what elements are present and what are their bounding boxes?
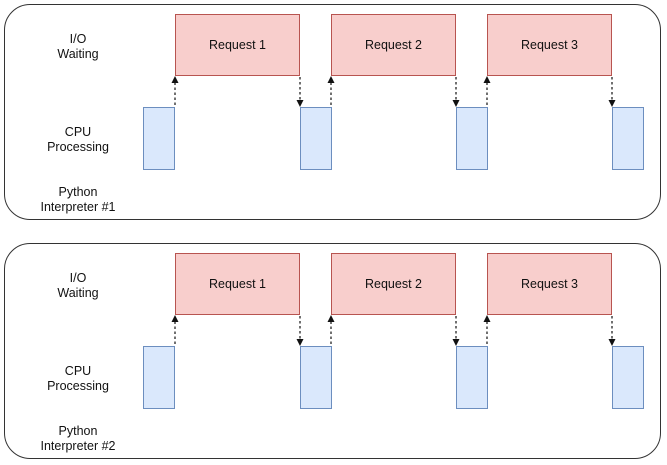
request-box-1: Request 1 [175, 253, 300, 315]
up-arrow-head-1 [171, 76, 179, 83]
up-arrow-head-2 [327, 76, 335, 83]
cpu-block-2 [300, 107, 332, 170]
request-box-2: Request 2 [331, 253, 456, 315]
request-box-1: Request 1 [175, 14, 300, 76]
cpu-block-2 [300, 346, 332, 409]
request-label: Request 2 [365, 277, 422, 291]
cpu-block-1 [143, 346, 175, 409]
request-label: Request 3 [521, 38, 578, 52]
cpu-block-4 [612, 346, 644, 409]
request-label: Request 2 [365, 38, 422, 52]
cpu-label-line1: CPU [64, 125, 92, 139]
cpu-processing-label: CPU Processing [23, 364, 133, 394]
io-label-line1: I/O [69, 32, 87, 46]
down-arrow-head-3 [608, 100, 616, 107]
down-arrow-head-2 [452, 339, 460, 346]
cpu-block-4 [612, 107, 644, 170]
request-box-3: Request 3 [487, 14, 612, 76]
interpreter-label-line2: Interpreter #2 [40, 439, 116, 453]
io-waiting-label: I/O Waiting [23, 271, 133, 301]
up-arrow-head-2 [327, 315, 335, 322]
cpu-label-line1: CPU [64, 364, 92, 378]
interpreter-label-line1: Python [58, 424, 98, 438]
request-label: Request 3 [521, 277, 578, 291]
cpu-label-line2: Processing [47, 140, 109, 154]
flow-arrows [171, 315, 616, 346]
request-label: Request 1 [209, 38, 266, 52]
up-arrow-head-1 [171, 315, 179, 322]
interpreter-label: Python Interpreter #2 [23, 424, 133, 454]
interpreter-label-line1: Python [58, 185, 98, 199]
interpreter-panel-2: I/O Waiting CPU Processing Python Interp… [4, 243, 661, 459]
io-waiting-label: I/O Waiting [23, 32, 133, 62]
down-arrow-head-3 [608, 339, 616, 346]
request-box-2: Request 2 [331, 14, 456, 76]
cpu-block-3 [456, 346, 488, 409]
down-arrow-head-1 [296, 100, 304, 107]
cpu-block-3 [456, 107, 488, 170]
request-label: Request 1 [209, 277, 266, 291]
flow-arrows [171, 76, 616, 107]
cpu-label-line2: Processing [47, 379, 109, 393]
io-label-line2: Waiting [57, 47, 99, 61]
cpu-block-1 [143, 107, 175, 170]
request-box-3: Request 3 [487, 253, 612, 315]
down-arrow-head-2 [452, 100, 460, 107]
cpu-processing-label: CPU Processing [23, 125, 133, 155]
interpreter-label: Python Interpreter #1 [23, 185, 133, 215]
down-arrow-head-1 [296, 339, 304, 346]
up-arrow-head-3 [483, 315, 491, 322]
interpreter-panel-1: I/O Waiting CPU Processing Python Interp… [4, 4, 661, 220]
up-arrow-head-3 [483, 76, 491, 83]
interpreter-label-line2: Interpreter #1 [40, 200, 116, 214]
io-label-line1: I/O [69, 271, 87, 285]
io-label-line2: Waiting [57, 286, 99, 300]
